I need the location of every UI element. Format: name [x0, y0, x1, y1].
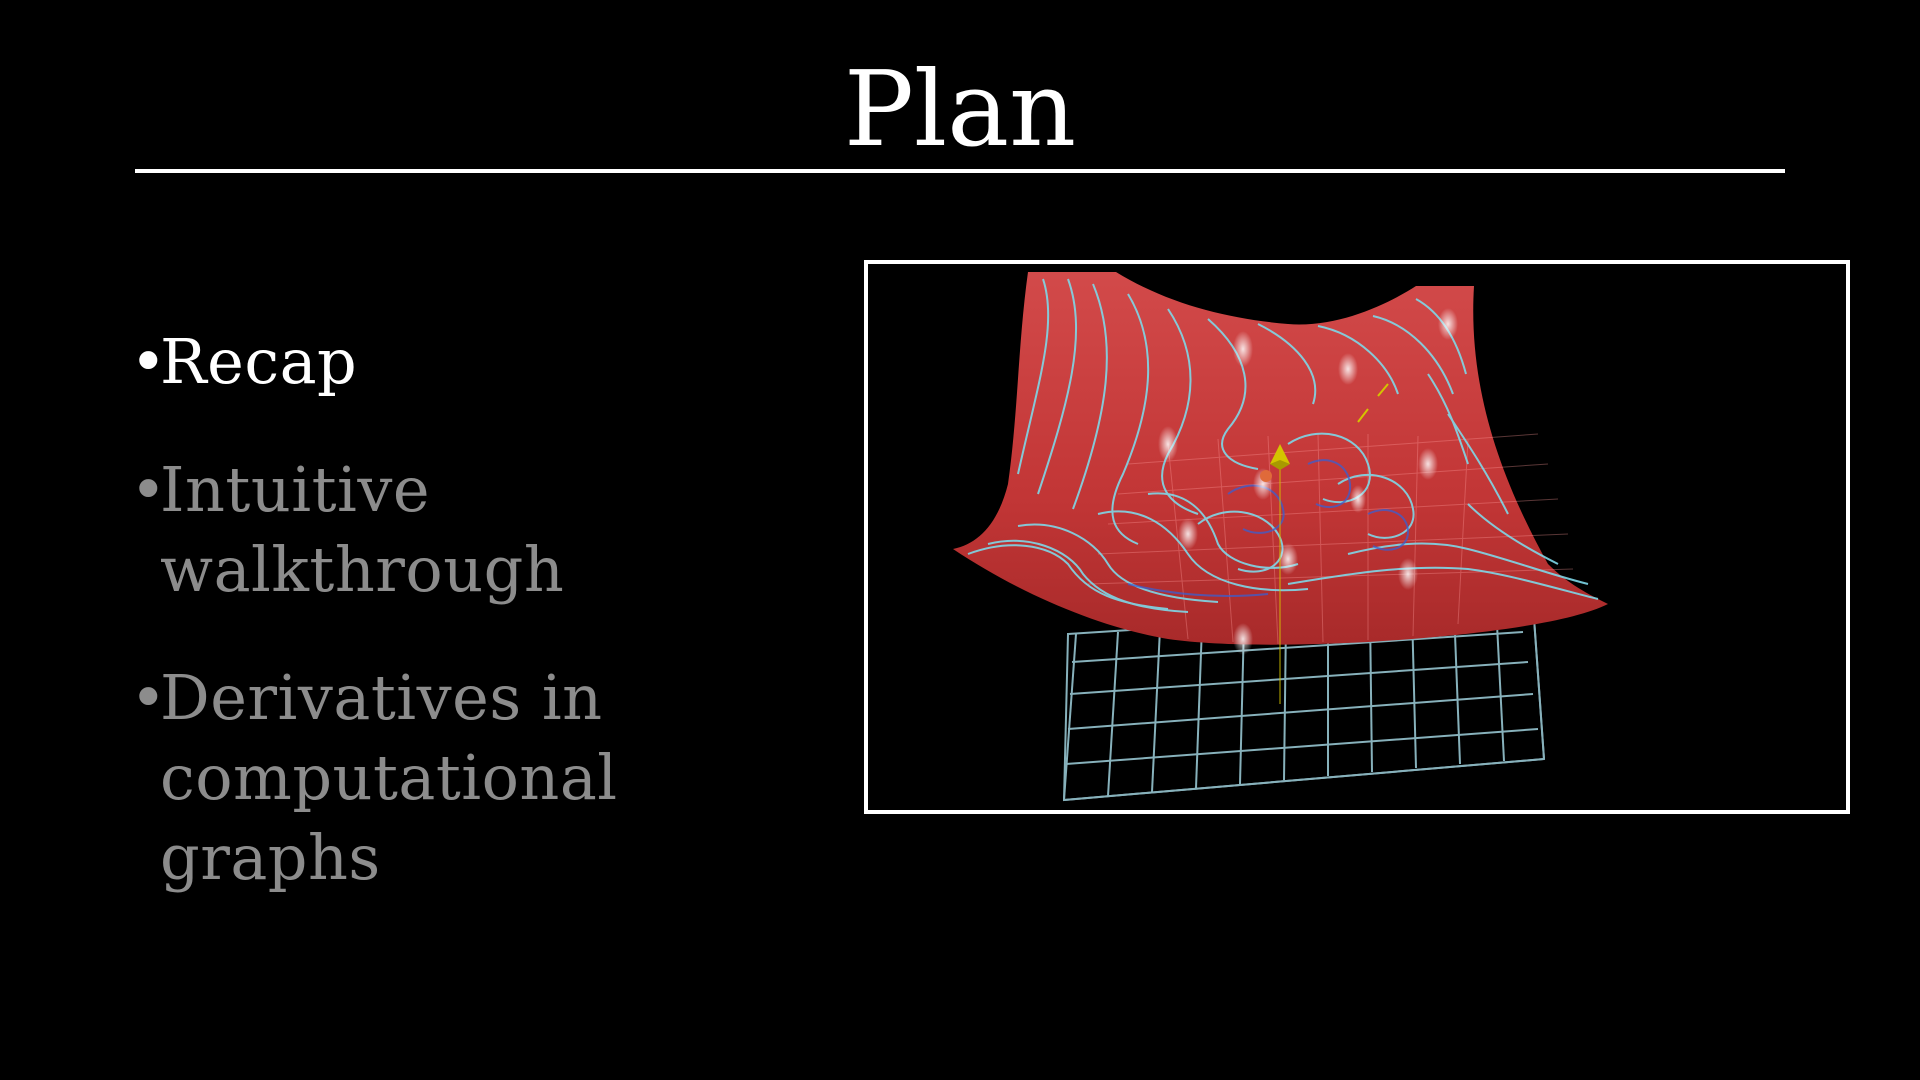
- bullet-text: Intuitive walkthrough: [160, 453, 565, 606]
- surface-highlights: [1158, 308, 1458, 655]
- surface-plot-illustration: [953, 272, 1608, 802]
- bullet-dot: •: [130, 325, 168, 398]
- bullet-text: Derivatives in computational graphs: [160, 661, 618, 894]
- title-divider: [135, 169, 1785, 173]
- bullet-intuitive-walkthrough: • Intuitive walkthrough: [130, 450, 850, 610]
- agenda-list: • Recap • Intuitive walkthrough • Derivativ…: [130, 322, 850, 946]
- bullet-dot: •: [130, 453, 168, 526]
- slide-title: Plan: [843, 48, 1077, 170]
- bullet-text: Recap: [160, 325, 358, 398]
- bullet-recap: • Recap: [130, 322, 850, 402]
- gradient-marker-icon: [1260, 383, 1389, 704]
- surface-figure-frame: [864, 260, 1850, 814]
- surface-grid: [1087, 433, 1574, 645]
- bullet-dot: •: [130, 661, 168, 734]
- contour-lines-deep: [1127, 459, 1410, 597]
- bullet-derivatives: • Derivatives in computational graphs: [130, 658, 850, 898]
